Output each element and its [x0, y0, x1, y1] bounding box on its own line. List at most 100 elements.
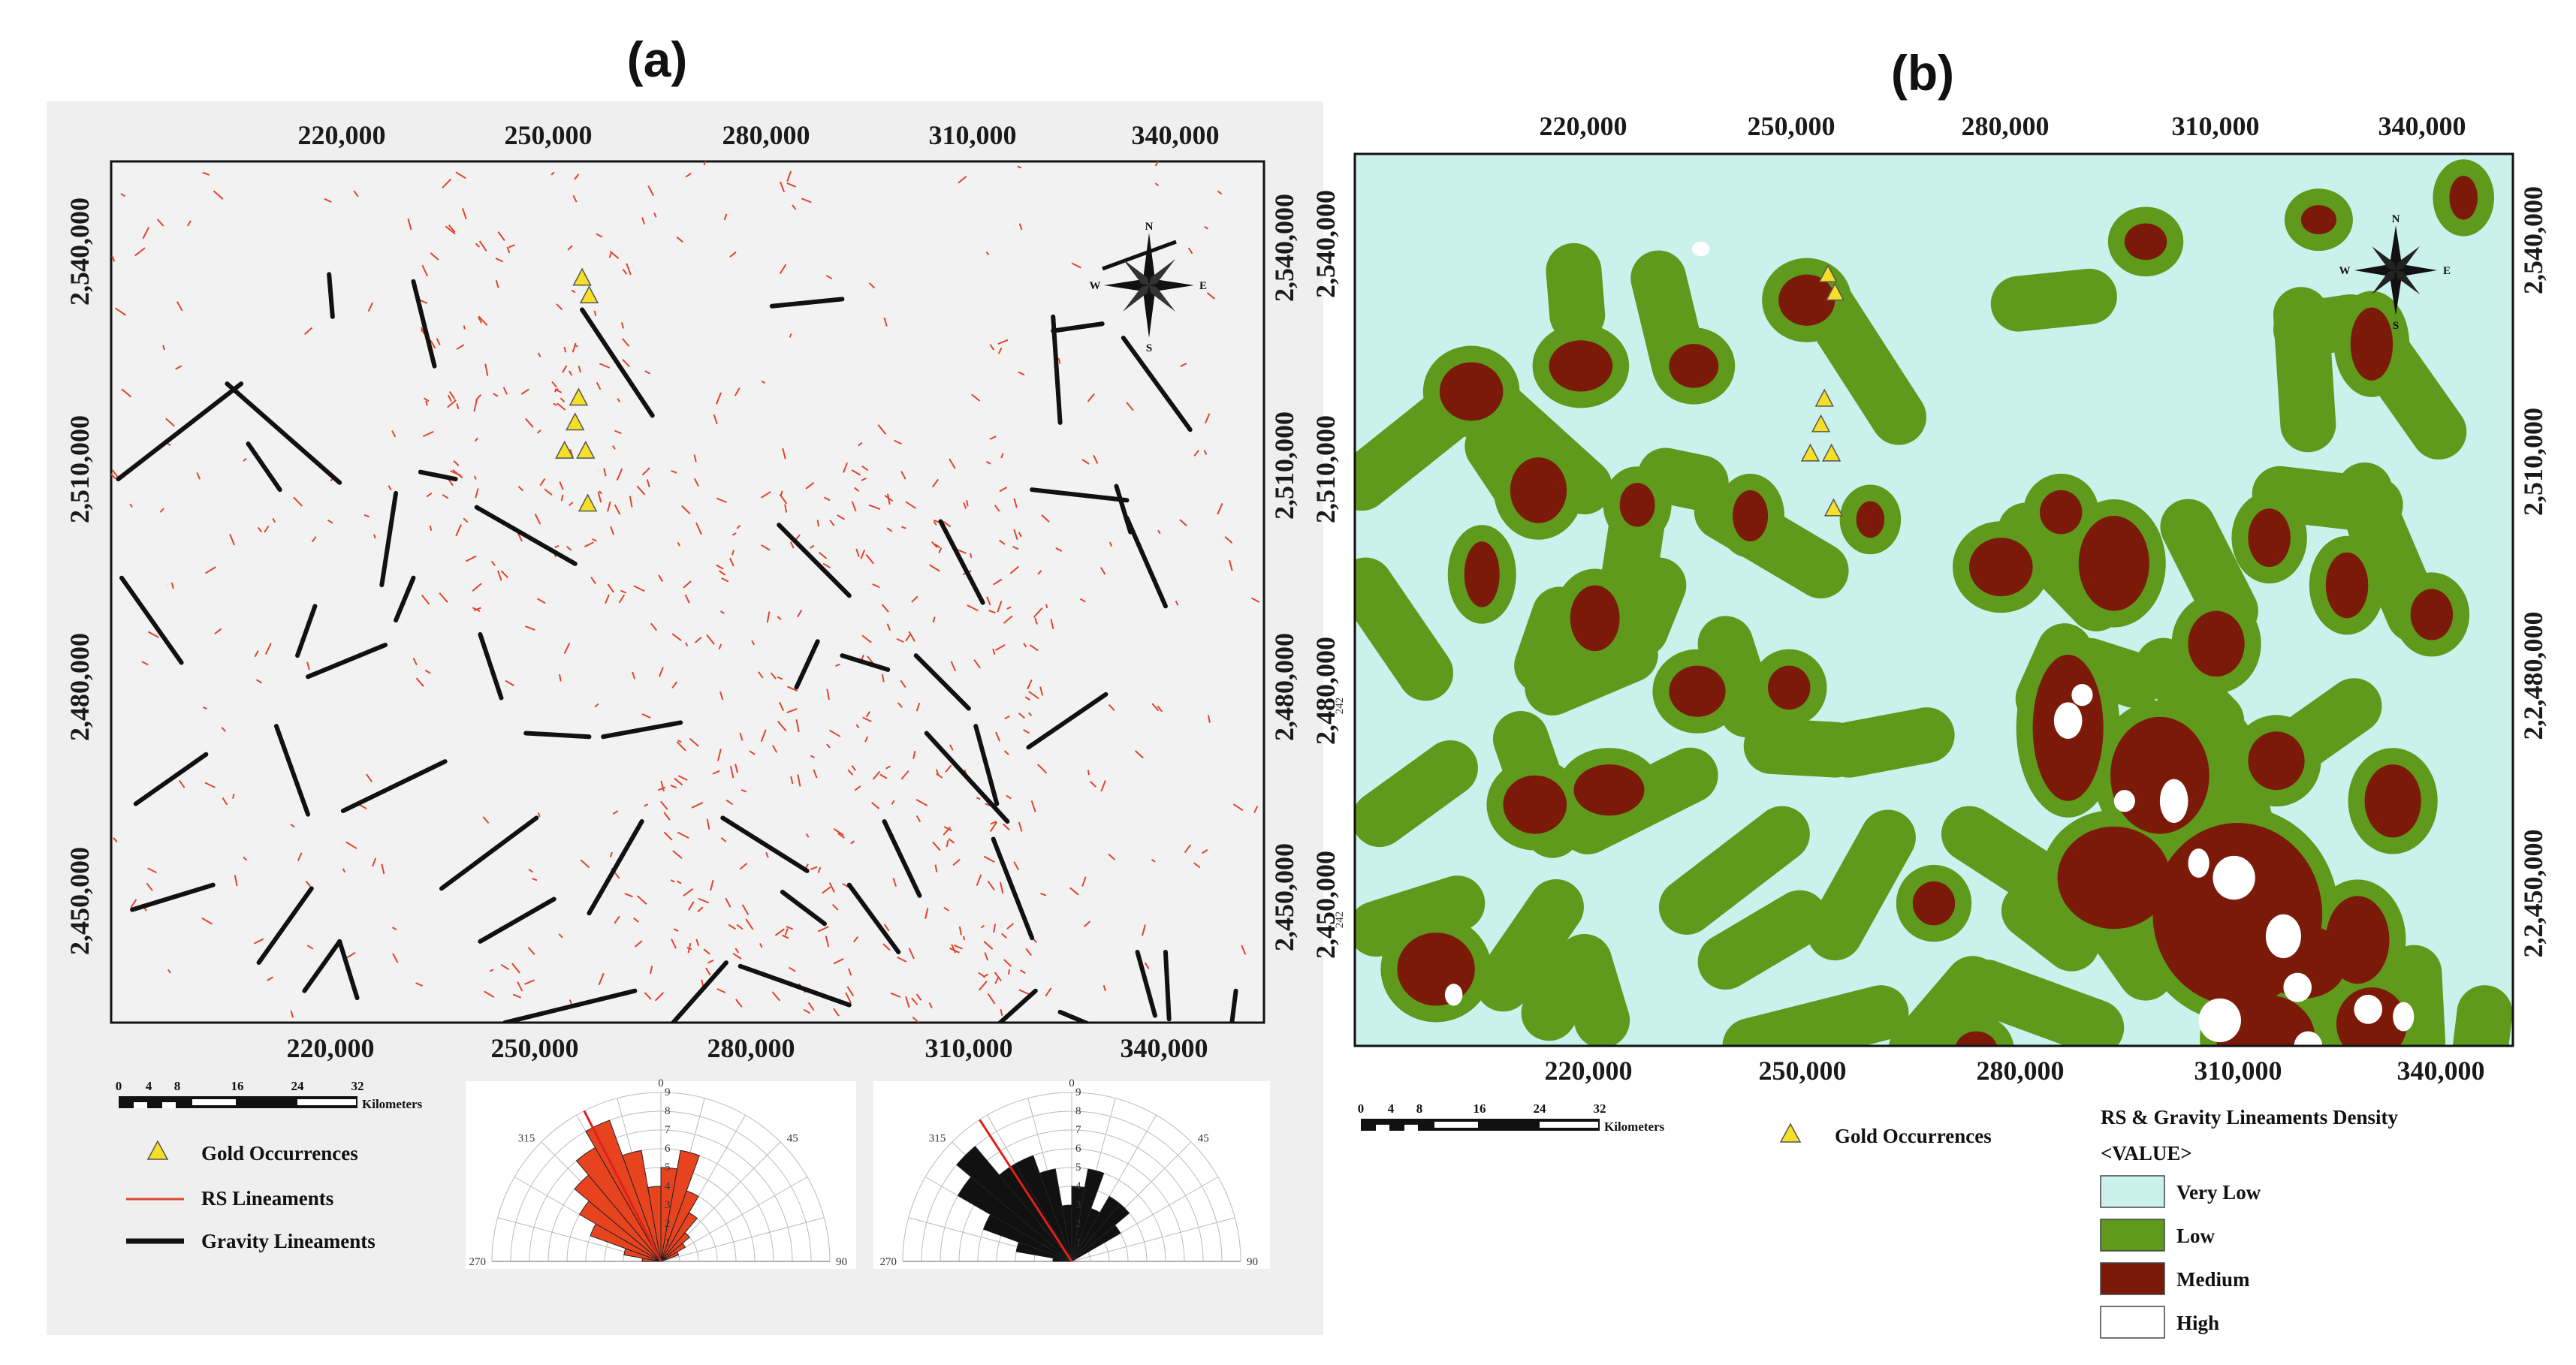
density-high-patch [2071, 683, 2093, 707]
rs-lineament [872, 583, 880, 589]
gravity-lineament [882, 819, 922, 898]
rs-lineament [932, 616, 936, 623]
rs-lineament [1013, 861, 1020, 871]
rs-lineament [1157, 705, 1163, 713]
rose-gravity-petal [956, 1146, 1072, 1262]
rs-lineament [723, 213, 728, 221]
rs-lineament [205, 566, 216, 574]
rs-lineament [1109, 541, 1112, 547]
rs-lineament [202, 171, 210, 176]
rs-lineament [716, 497, 727, 504]
rs-lineament [234, 875, 238, 887]
rs-lineament [705, 967, 711, 976]
rs-lineament [861, 477, 867, 481]
rs-lineament [142, 227, 149, 240]
gravity-lineament [502, 988, 638, 1023]
tick-b-left-2510000: 2,510,000 [1311, 415, 1341, 523]
rose-rs-petal [660, 1251, 680, 1262]
rs-lineament [293, 496, 303, 507]
rs-lineament [115, 307, 127, 316]
rs-lineament [111, 473, 116, 480]
legend-b-low-swatch [2100, 1219, 2165, 1252]
rs-lineament [901, 526, 906, 529]
rs-lineament [1023, 643, 1027, 648]
rs-lineament [1003, 959, 1012, 967]
rs-lineament [1093, 454, 1099, 464]
compass-a-north-point [1143, 233, 1155, 285]
rs-lineament [672, 850, 683, 859]
rs-lineament [1027, 679, 1033, 690]
rs-lineament [1206, 292, 1215, 300]
rs-lineament [1224, 536, 1233, 544]
density-low-buffer [2273, 287, 2336, 453]
rs-lineament [1157, 529, 1161, 535]
rs-lineament [620, 322, 625, 329]
rs-lineament [213, 190, 224, 200]
gravity-lineament [601, 720, 683, 740]
rs-lineament [447, 399, 457, 408]
rs-lineament [810, 866, 818, 870]
gold-occurrence [1818, 264, 1838, 283]
tick-b-left-2450000: 2,450,000 [1311, 851, 1341, 959]
gravity-lineament [116, 381, 244, 482]
density-low-buffer [1612, 557, 1687, 657]
density-low-buffer [2195, 711, 2273, 848]
rs-lineament [528, 868, 533, 873]
gold-occurrence [1814, 388, 1834, 407]
rs-lineament [574, 173, 580, 180]
gravity-lineament [924, 731, 1010, 824]
rs-lineament [868, 282, 876, 289]
rs-lineament [324, 197, 332, 203]
rs-lineament [854, 785, 861, 791]
gold-occurrence [1823, 498, 1844, 517]
rs-lineament [243, 856, 248, 861]
rs-lineament [677, 880, 682, 884]
rs-lineament [1013, 498, 1018, 508]
rs-lineament [201, 917, 213, 925]
gravity-lineament [1057, 1009, 1092, 1023]
rs-lineament [422, 430, 434, 438]
rs-lineament [493, 393, 499, 397]
rs-lineament [1028, 691, 1039, 700]
rs-lineament [170, 582, 174, 589]
rose-rs-angle-label: 45 [787, 1132, 798, 1144]
rs-lineament [999, 539, 1006, 545]
gravity-lineaments-layer [116, 272, 1238, 1023]
rs-lineament [598, 972, 605, 986]
tick-b-bottom-310000: 310,000 [2194, 1056, 2282, 1086]
density-low-buffer [1990, 268, 2117, 332]
rs-lineament [929, 564, 940, 572]
rs-lineament [837, 833, 845, 839]
rs-lineament [474, 437, 478, 442]
gravity-lineament [973, 724, 1000, 806]
rs-lineament [626, 263, 632, 276]
rs-lineament [725, 897, 731, 908]
rs-lineament [162, 345, 165, 351]
rs-lineament [950, 661, 957, 672]
tick-b-left-2480000: 2,480,000 [1311, 637, 1341, 745]
rose-rs-radial-label: 1 [665, 1237, 671, 1249]
rs-lineament [677, 831, 689, 839]
rs-lineament [703, 161, 707, 166]
rs-lineament [1009, 565, 1020, 574]
rs-lineament [897, 702, 903, 708]
rs-lineament [851, 765, 856, 771]
rs-lineament [297, 852, 303, 861]
rs-lineament [568, 502, 574, 506]
gravity-lineament [340, 759, 448, 813]
rs-lineament [813, 769, 818, 779]
density-low-buffer [1355, 740, 1478, 848]
rose-gravity-radial-label: 7 [1075, 1124, 1081, 1136]
rs-lineament [610, 526, 615, 535]
rs-lineament [784, 504, 788, 513]
rs-lineament [130, 899, 137, 908]
gold-occurrence [1822, 443, 1842, 462]
rose-gravity-radial-label: 8 [1075, 1105, 1081, 1117]
rs-lineament [728, 924, 737, 930]
tick-b-bottom-250000: 250,000 [1759, 1056, 1847, 1086]
gold-occurrence [1825, 282, 1845, 301]
rs-lineament [264, 643, 272, 655]
rs-lineament [1250, 597, 1260, 603]
rs-lineament [772, 745, 778, 753]
